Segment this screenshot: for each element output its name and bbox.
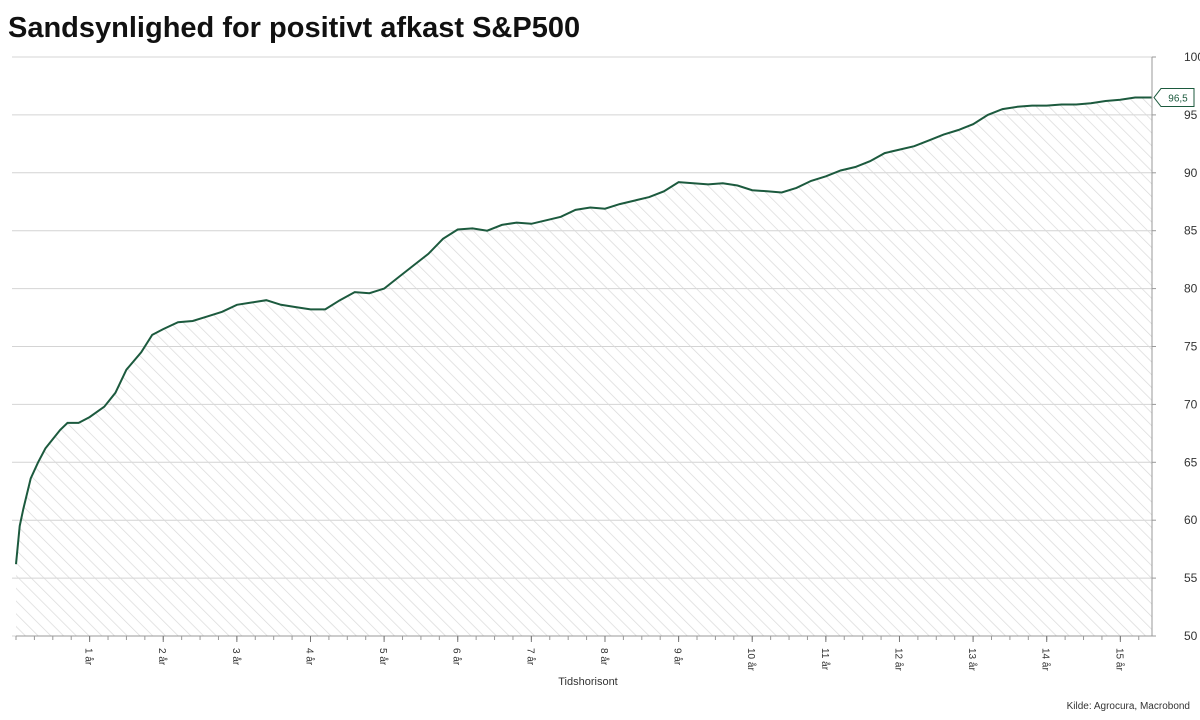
y-tick-label: 85 <box>1184 224 1198 238</box>
x-tick-label: 1 år <box>83 648 95 666</box>
x-tick-label: 14 år <box>1040 648 1052 671</box>
y-tick-label: 100 <box>1184 50 1200 64</box>
y-tick-label: 65 <box>1184 455 1198 469</box>
x-tick-label: 2 år <box>156 648 168 666</box>
x-tick-label: 10 år <box>745 648 757 671</box>
y-tick-label: 80 <box>1184 282 1198 296</box>
y-tick-label: 75 <box>1184 340 1198 354</box>
x-tick-label: 5 år <box>377 648 389 666</box>
x-tick-label: 7 år <box>524 648 536 666</box>
last-value-label: 96,5 <box>1168 94 1188 105</box>
last-value-box <box>1153 88 1195 108</box>
y-tick-label: 60 <box>1184 513 1198 527</box>
y-tick-label: 55 <box>1184 571 1198 585</box>
y-axis: 50 55 60 65 70 75 80 85 90 95 100 <box>1151 50 1200 643</box>
x-tick-label: 11 år <box>819 648 831 671</box>
y-tick-label: 50 <box>1184 629 1198 643</box>
series-line <box>15 96 1152 565</box>
x-tick-label: 6 år <box>451 648 463 666</box>
area-fill <box>16 97 1152 636</box>
source-note: Kilde: Agrocura, Macrobond <box>1066 701 1190 712</box>
x-tick-label: 3 år <box>230 648 242 666</box>
chart-title: Sandsynlighed for positivt afkast S&P500 <box>8 12 581 44</box>
y-tick-label: 70 <box>1184 397 1198 411</box>
y-tick-label: 95 <box>1184 108 1198 122</box>
last-value-tag: 96,5 <box>1153 88 1195 108</box>
x-tick-label: 8 år <box>598 648 610 666</box>
x-tick-label: 4 år <box>303 648 315 666</box>
x-axis-label: Tidshorisont <box>558 676 618 688</box>
x-tick-label: 13 år <box>966 648 978 671</box>
x-tick-label: 9 år <box>672 648 684 666</box>
y-tick-label: 90 <box>1184 166 1198 180</box>
x-tick-label: 12 år <box>892 648 904 671</box>
x-axis: 1 år 2 år 3 år 4 år 5 år 6 år 7 år 8 år 9 år 10 å… <box>15 635 1152 671</box>
x-tick-label: 15 år <box>1113 648 1125 671</box>
